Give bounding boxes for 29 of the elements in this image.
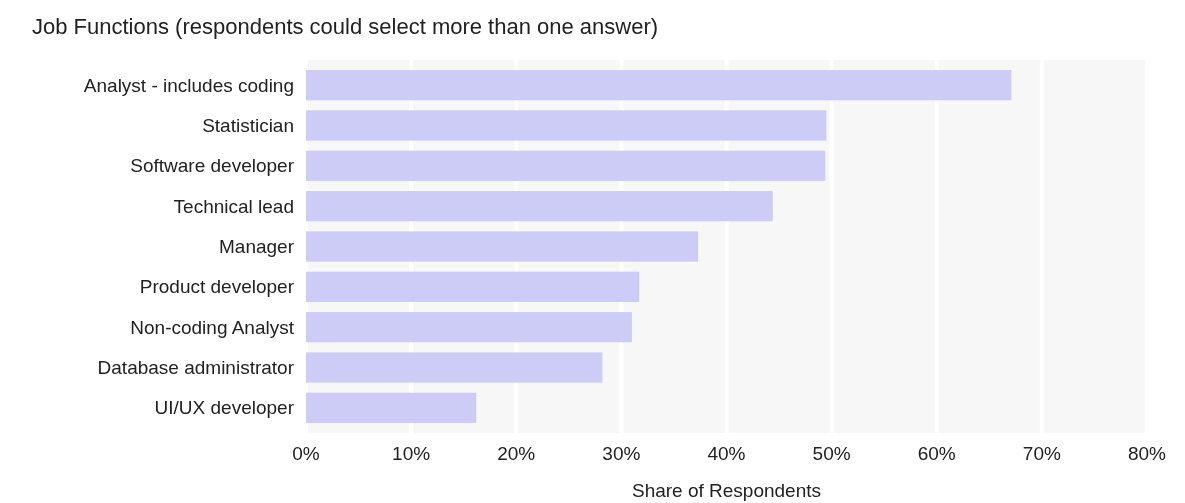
bar — [306, 231, 699, 262]
x-tick-label: 80% — [1127, 443, 1167, 464]
x-tick-label: 60% — [917, 443, 956, 464]
x-tick-label: 20% — [497, 443, 536, 464]
bar — [306, 392, 477, 423]
bar — [306, 312, 632, 343]
x-tick-label: 0% — [292, 443, 320, 464]
y-tick-label: Product developer — [139, 276, 295, 298]
x-tick-label: 40% — [707, 443, 746, 464]
x-tick-label: 50% — [812, 443, 851, 464]
y-tick-label: Statistician — [202, 115, 294, 137]
y-tick-label: Manager — [219, 236, 295, 258]
y-tick-label: UI/UX developer — [154, 397, 295, 419]
y-tick-label: Analyst - includes coding — [83, 74, 294, 96]
y-tick-label: Technical lead — [173, 195, 294, 217]
bar — [306, 110, 827, 141]
y-tick-label: Database administrator — [97, 357, 295, 379]
x-axis-title: Share of Respondents — [631, 480, 822, 501]
bar — [306, 352, 603, 383]
y-tick-label: Software developer — [130, 155, 295, 177]
chart-title: Job Functions (respondents could select more than one answer) — [32, 14, 659, 39]
x-tick-label: 10% — [392, 443, 431, 464]
x-tick-label: 30% — [602, 443, 641, 464]
bar — [306, 191, 773, 222]
y-tick-label: Non-coding Analyst — [130, 316, 295, 338]
bar — [306, 271, 640, 302]
bar — [306, 150, 826, 181]
x-tick-label: 70% — [1022, 443, 1061, 464]
bar — [306, 70, 1012, 101]
